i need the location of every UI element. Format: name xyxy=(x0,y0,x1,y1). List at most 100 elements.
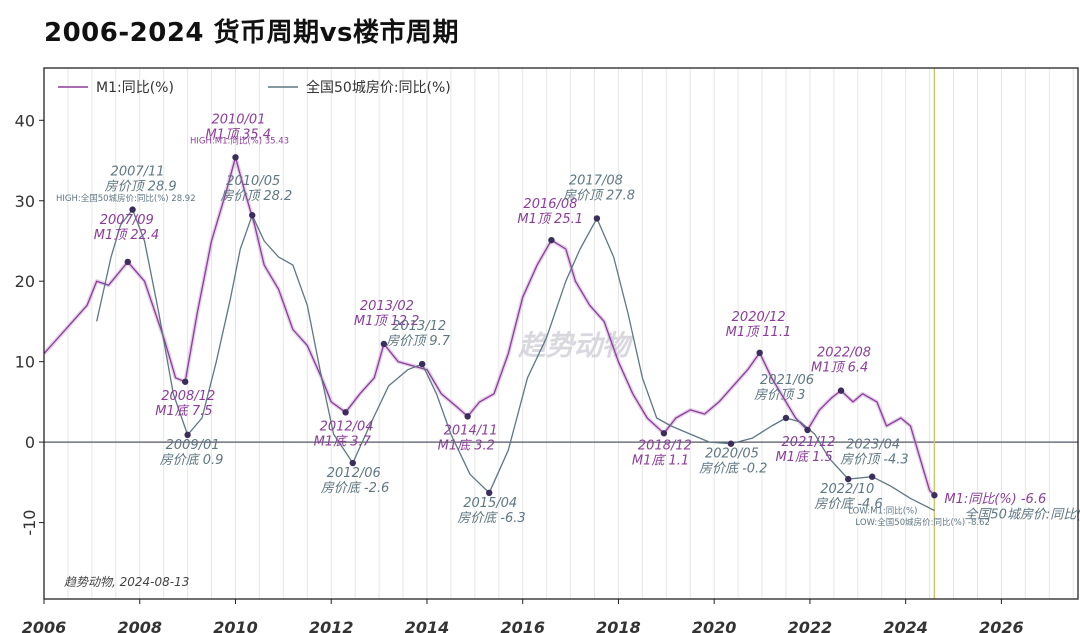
x-tick-label: 2022 xyxy=(788,618,833,633)
annotation-dot xyxy=(485,489,493,496)
y-tick-label: 10 xyxy=(15,353,35,372)
extreme-label: LOW:全国50城房价:同比(%) -8.62 xyxy=(855,517,989,528)
annotation-date: 2020/12 xyxy=(732,310,786,325)
annotation-dot xyxy=(660,430,668,437)
x-tick-label: 2016 xyxy=(500,618,545,633)
annotation-date: 2020/05 xyxy=(705,447,759,462)
plot-frame xyxy=(43,67,1079,600)
annotation-dot xyxy=(249,212,256,219)
grid-lines xyxy=(67,68,1074,599)
x-tick-label: 2008 xyxy=(117,618,162,633)
y-tick-label: 20 xyxy=(15,272,35,291)
annotation-value: 房价底 -2.6 xyxy=(321,481,390,496)
legend-label-m1: M1:同比(%) xyxy=(96,80,174,96)
x-tick-label: 2012 xyxy=(309,618,354,633)
annotation-value: 房价底 0.9 xyxy=(160,453,224,468)
annotation-date: 2021/12 xyxy=(782,435,836,450)
annotation-value: 房价顶 28.9 xyxy=(105,180,177,195)
annotation-date: 2022/08 xyxy=(817,346,871,361)
annotation-date: 2021/06 xyxy=(760,373,814,388)
series-group xyxy=(44,155,936,512)
annotation-value: M1底 3.2 xyxy=(438,438,495,453)
annotation-dot xyxy=(868,473,876,480)
annotation-date: 2010/01 xyxy=(211,112,265,127)
annotation-date: 2022/10 xyxy=(820,482,874,497)
annotation-value: M1底 1.1 xyxy=(632,453,689,468)
legend: M1:同比(%) 全国50城房价:同比(%) xyxy=(58,79,451,96)
annotation-date: 2008/12 xyxy=(161,389,215,404)
annotation-date: 2015/04 xyxy=(463,496,517,511)
annotation-dot xyxy=(349,459,356,467)
annotation-value: M1顶 25.1 xyxy=(517,212,583,227)
annotation-value: 房价顶 3 xyxy=(754,388,805,403)
y-tick-label: -10 xyxy=(20,509,39,535)
annotation-value: M1底 3.7 xyxy=(314,434,372,449)
x-tick-label: 2024 xyxy=(883,618,928,633)
annotation-date: 2007/11 xyxy=(111,165,165,180)
page-title: 2006-2024 货币周期vs楼市周期 xyxy=(44,18,459,48)
x-tick-label: 2020 xyxy=(692,618,737,633)
annotation-value: 房价底 -0.2 xyxy=(699,462,768,477)
y-tick-label: 30 xyxy=(15,192,35,211)
annotation-date: 2016/08 xyxy=(523,197,577,212)
annotation-value: M1顶 22.4 xyxy=(94,228,160,243)
annotation-date: 2013/12 xyxy=(392,319,446,334)
x-axis: 2006 2008 2010 2012 2014 2016 2018 2020 2022 2024… xyxy=(22,599,1024,633)
annotation-value: M1顶 35.4 xyxy=(205,127,271,142)
annotation-dot xyxy=(184,431,191,439)
x-tick-label: 2026 xyxy=(979,618,1024,633)
annotation-dot xyxy=(845,475,852,483)
annotation-value: M1底 7.5 xyxy=(155,404,212,419)
annotation-dot xyxy=(756,349,763,357)
annotation-value: M1顶 6.4 xyxy=(811,361,868,376)
annotation-value: 全国50城房价:同比(%) xyxy=(964,507,1080,523)
annotation-dot xyxy=(782,414,790,422)
annotation-dot xyxy=(232,154,239,161)
annotation-date: 2014/11 xyxy=(444,423,498,438)
annotation-date: 2017/08 xyxy=(569,173,623,188)
annotation-value: M1顶 12.2 xyxy=(354,314,420,329)
y-tick-label: 0 xyxy=(25,433,35,452)
annotation-value: M1顶 11.1 xyxy=(726,325,792,340)
annotation-value: 房价顶 -4.3 xyxy=(840,453,909,468)
annotation-dot xyxy=(464,413,471,420)
annotation-dot xyxy=(727,440,735,447)
annotation-value: 房价顶 28.2 xyxy=(220,189,292,204)
x-tick-label: 2014 xyxy=(405,618,450,633)
annotation-dot xyxy=(837,387,845,394)
annotation-value: 房价顶 27.8 xyxy=(563,188,635,203)
annotation-date: 2012/04 xyxy=(320,419,374,434)
legend-label-house: 全国50城房价:同比(%) xyxy=(306,79,451,96)
x-tick-label: 2018 xyxy=(596,618,641,633)
series-line-m1 xyxy=(44,156,935,496)
footer-note: 趋势动物, 2024-08-13 xyxy=(64,575,189,589)
annotation-value: M1:同比(%) -6.6 xyxy=(944,492,1046,507)
series-line-house xyxy=(96,208,935,512)
annotation-date: 2012/06 xyxy=(327,466,381,481)
annotation-value: 房价底 -4.6 xyxy=(814,497,883,512)
extreme-label: HIGH:M1:同比(%) 35.43 xyxy=(190,136,289,147)
annotation-date: 2009/01 xyxy=(166,438,220,453)
annotation-date: 2013/02 xyxy=(360,299,414,314)
annotation-date: 2010/05 xyxy=(226,174,280,189)
extreme-label: LOW:M1:同比(%) xyxy=(848,506,917,517)
extreme-label: HIGH:全国50城房价:同比(%) 28.92 xyxy=(56,193,196,204)
annotation-value: M1底 1.5 xyxy=(776,450,833,465)
annotation-dot xyxy=(342,409,349,416)
annotation-date: 2023/04 xyxy=(846,438,900,453)
y-axis: 40 30 20 10 0 -10 xyxy=(15,111,44,536)
annotation-dot xyxy=(418,360,426,368)
annotation-dot xyxy=(593,215,601,222)
annotation-dot xyxy=(548,236,555,244)
annotation-dot xyxy=(804,426,811,434)
annotation-value: 房价底 -6.3 xyxy=(457,511,526,526)
annotation-date: 2007/09 xyxy=(100,213,154,228)
annotation-dot xyxy=(124,258,131,266)
y-tick-label: 40 xyxy=(15,111,35,130)
annotation-value: 房价顶 9.7 xyxy=(386,334,451,349)
annotation-dot xyxy=(129,206,136,213)
annotation-dot xyxy=(931,492,938,499)
annotation-dot xyxy=(380,340,388,348)
